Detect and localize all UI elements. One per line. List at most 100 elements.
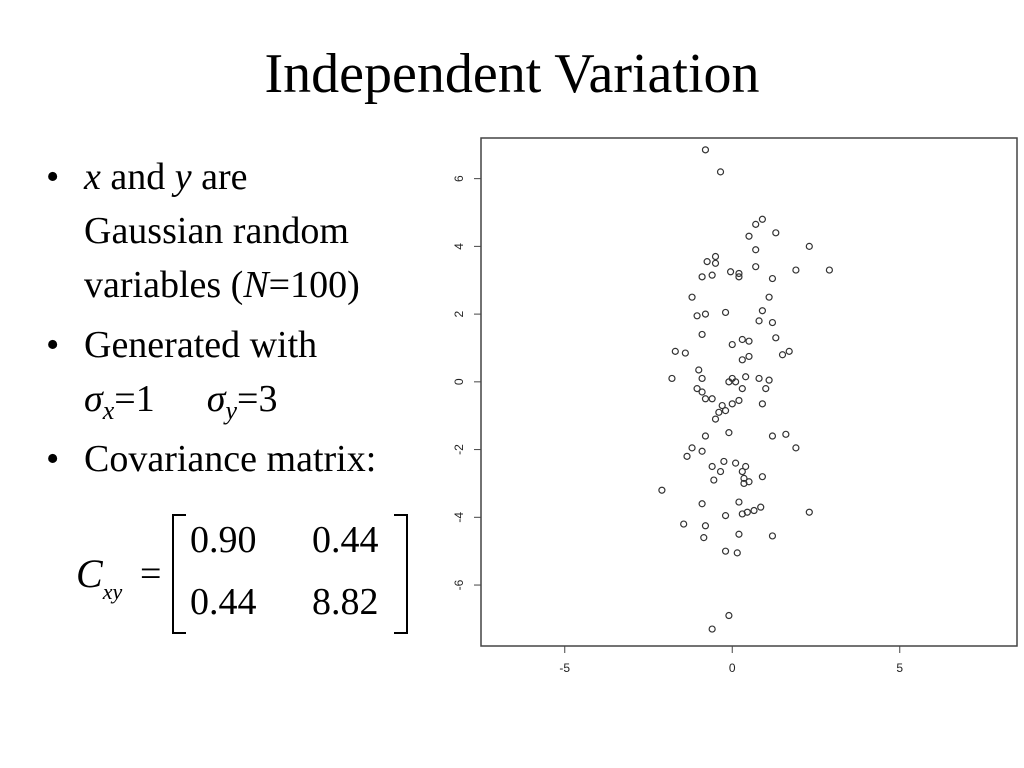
matrix-symbol: C [76, 551, 103, 596]
data-point [792, 266, 800, 274]
data-point [698, 273, 706, 281]
data-point [740, 474, 748, 482]
y-tick-label: -6 [452, 579, 466, 590]
matrix-equals: = [140, 553, 162, 595]
data-point [735, 273, 743, 281]
sigma-x-symbol: σ [84, 378, 103, 420]
sigma-x-subscript: x [102, 396, 115, 425]
sigma-y-value: =3 [237, 378, 278, 420]
bullet-marker: • [46, 438, 60, 480]
data-point [758, 473, 766, 481]
data-point [718, 401, 726, 410]
data-point [708, 625, 716, 633]
slide-title: Independent Variation [264, 43, 760, 105]
data-point [805, 242, 813, 250]
x-tick-label: 5 [896, 661, 903, 675]
x-tick-label: -5 [559, 661, 570, 675]
data-point [758, 307, 766, 315]
data-point [735, 396, 743, 405]
var-n: N [243, 264, 269, 306]
covariance-matrix: Cxy = 0.90 0.44 0.44 8.82 [72, 508, 432, 636]
scatter-plot: -5 0 5 -6 -4 -2 0 2 4 6 [452, 137, 1018, 675]
data-point [668, 374, 676, 383]
data-point [703, 258, 711, 266]
data-point [768, 432, 777, 440]
data-point [742, 462, 750, 471]
data-point [755, 317, 763, 325]
data-point [708, 395, 716, 403]
data-point [728, 340, 736, 349]
data-point [658, 486, 666, 494]
data-point [701, 522, 710, 530]
matrix-left-bracket [172, 514, 186, 634]
data-point [688, 293, 696, 301]
data-point [785, 347, 793, 355]
data-point [721, 547, 730, 555]
data-point [715, 408, 723, 416]
data-point [721, 407, 730, 415]
data-point [701, 395, 710, 403]
data-point [805, 508, 813, 516]
data-point [716, 467, 725, 476]
data-point [720, 457, 728, 466]
text-n-value: =100) [268, 264, 360, 306]
data-point [683, 452, 691, 460]
data-point [711, 415, 720, 423]
matrix-cell: 0.44 [190, 581, 257, 623]
data-point [742, 373, 750, 381]
y-tick-label: 0 [452, 378, 466, 385]
data-point [725, 378, 733, 386]
data-point [721, 512, 730, 520]
y-tick-label: 6 [452, 175, 466, 182]
data-point [735, 530, 743, 538]
data-point [765, 376, 773, 384]
bullet-line: x and y are [84, 150, 460, 204]
data-point [745, 232, 753, 240]
text-variables: variables ( [84, 264, 244, 306]
bullet-covariance: • Covariance matrix: [40, 432, 460, 486]
y-tick-label: -2 [452, 444, 466, 455]
data-point [726, 268, 735, 276]
data-point [701, 310, 710, 318]
data-point [681, 349, 689, 357]
y-axis: -6 -4 -2 0 2 4 6 [452, 175, 481, 590]
data-point [768, 532, 777, 540]
y-tick-label: 4 [452, 243, 466, 250]
data-point [698, 500, 706, 508]
data-point [825, 266, 833, 274]
data-point [740, 479, 748, 488]
data-point [708, 271, 716, 279]
text-and: and [100, 156, 175, 198]
bullet-line: Covariance matrix: [84, 438, 377, 480]
data-point [738, 335, 746, 344]
bullet-line: Generated with [84, 324, 318, 366]
data-point [758, 400, 766, 408]
matrix-subscript: xy [102, 579, 123, 604]
sigma-x-value: =1 [114, 378, 155, 420]
data-point [695, 366, 703, 374]
data-point [778, 351, 787, 359]
data-point [772, 229, 780, 237]
data-point [725, 429, 733, 437]
data-point [762, 385, 770, 393]
data-point [738, 356, 746, 364]
data-points [658, 146, 833, 633]
data-point [680, 520, 688, 528]
data-point [693, 312, 701, 320]
data-point [716, 168, 725, 176]
y-tick-label: 2 [452, 310, 466, 317]
data-point [758, 215, 766, 223]
bullet-marker: • [46, 156, 60, 198]
bullet-line: variables (N=100) [84, 258, 460, 312]
data-point [671, 347, 679, 355]
bullet-list: • x and y are Gaussian random variables … [40, 150, 460, 492]
data-point [772, 334, 780, 342]
data-point [755, 374, 763, 383]
data-point [700, 534, 708, 542]
data-point [757, 503, 765, 511]
data-point [792, 444, 800, 452]
text-are: are [191, 156, 248, 198]
bullet-line: Gaussian random [84, 210, 349, 252]
plot-frame [480, 137, 1018, 647]
bullet-line: σx=1 σy=3 [84, 372, 460, 426]
